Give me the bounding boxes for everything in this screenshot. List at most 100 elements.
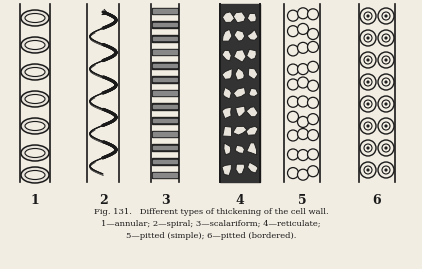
Circle shape (378, 140, 394, 156)
Polygon shape (246, 107, 258, 117)
Polygon shape (222, 69, 232, 79)
Circle shape (287, 149, 298, 160)
Polygon shape (248, 68, 258, 79)
Circle shape (287, 45, 298, 56)
Circle shape (364, 122, 372, 130)
Circle shape (378, 52, 394, 68)
Bar (151, 4, 179, 182)
Circle shape (364, 34, 372, 42)
Circle shape (308, 149, 319, 160)
Circle shape (360, 30, 376, 46)
Polygon shape (246, 126, 258, 135)
Text: 4: 4 (235, 194, 244, 207)
Polygon shape (248, 162, 258, 173)
Circle shape (378, 96, 394, 112)
Text: 5: 5 (298, 194, 306, 207)
Circle shape (298, 23, 308, 34)
Text: 3: 3 (161, 194, 169, 207)
Bar (153, 64, 177, 68)
Polygon shape (233, 87, 246, 98)
Circle shape (287, 168, 298, 179)
Circle shape (298, 116, 308, 128)
Circle shape (298, 77, 308, 88)
Circle shape (364, 144, 372, 152)
Circle shape (367, 59, 369, 61)
Polygon shape (222, 29, 232, 41)
Bar (152, 76, 178, 83)
Polygon shape (222, 50, 231, 61)
Circle shape (385, 15, 387, 17)
Bar (152, 144, 178, 151)
Ellipse shape (25, 94, 45, 104)
Polygon shape (233, 126, 247, 135)
Polygon shape (235, 145, 244, 153)
Circle shape (367, 15, 369, 17)
Circle shape (360, 8, 376, 24)
Ellipse shape (21, 167, 49, 183)
Circle shape (367, 125, 369, 127)
Ellipse shape (25, 122, 45, 130)
Bar (153, 146, 177, 149)
Polygon shape (247, 13, 256, 22)
Polygon shape (235, 68, 244, 80)
Bar (153, 132, 177, 136)
Polygon shape (222, 165, 231, 175)
Circle shape (367, 147, 369, 149)
Polygon shape (234, 50, 246, 62)
Circle shape (385, 147, 387, 149)
Circle shape (298, 64, 308, 75)
Circle shape (360, 52, 376, 68)
Polygon shape (247, 30, 258, 40)
Bar (153, 9, 177, 13)
Circle shape (382, 100, 390, 108)
Circle shape (378, 74, 394, 90)
Ellipse shape (25, 68, 45, 76)
Circle shape (367, 37, 369, 39)
Circle shape (378, 30, 394, 46)
Bar (152, 49, 178, 55)
Polygon shape (247, 49, 256, 59)
Polygon shape (234, 30, 245, 41)
Circle shape (360, 162, 376, 178)
Circle shape (364, 100, 372, 108)
Circle shape (298, 129, 308, 140)
Circle shape (308, 114, 319, 125)
Polygon shape (233, 12, 246, 23)
Text: 1—annular; 2—spiral; 3—scalariform; 4—reticulate;: 1—annular; 2—spiral; 3—scalariform; 4—re… (101, 220, 321, 228)
Bar (153, 23, 177, 26)
Circle shape (360, 140, 376, 156)
Text: 1: 1 (31, 194, 39, 207)
Circle shape (382, 144, 390, 152)
Polygon shape (222, 12, 235, 22)
Circle shape (308, 9, 319, 20)
Bar (220, 4, 260, 182)
Ellipse shape (25, 171, 45, 179)
Circle shape (385, 37, 387, 39)
Circle shape (364, 12, 372, 20)
Circle shape (382, 78, 390, 86)
Circle shape (298, 150, 308, 161)
Circle shape (367, 103, 369, 105)
Polygon shape (249, 88, 258, 96)
Circle shape (308, 80, 319, 91)
Circle shape (360, 74, 376, 90)
Circle shape (287, 26, 298, 37)
Bar (153, 173, 177, 177)
Ellipse shape (25, 148, 45, 158)
Bar (152, 62, 178, 69)
Polygon shape (222, 107, 231, 119)
Bar (152, 8, 178, 14)
Polygon shape (223, 126, 232, 136)
Circle shape (308, 130, 319, 141)
Bar (284, 4, 320, 182)
Circle shape (287, 96, 298, 107)
Ellipse shape (21, 37, 49, 53)
Circle shape (287, 130, 298, 141)
Ellipse shape (21, 145, 49, 161)
Circle shape (287, 79, 298, 90)
Bar (152, 117, 178, 123)
Ellipse shape (21, 118, 49, 134)
Ellipse shape (25, 13, 45, 23)
Circle shape (382, 34, 390, 42)
Circle shape (382, 122, 390, 130)
